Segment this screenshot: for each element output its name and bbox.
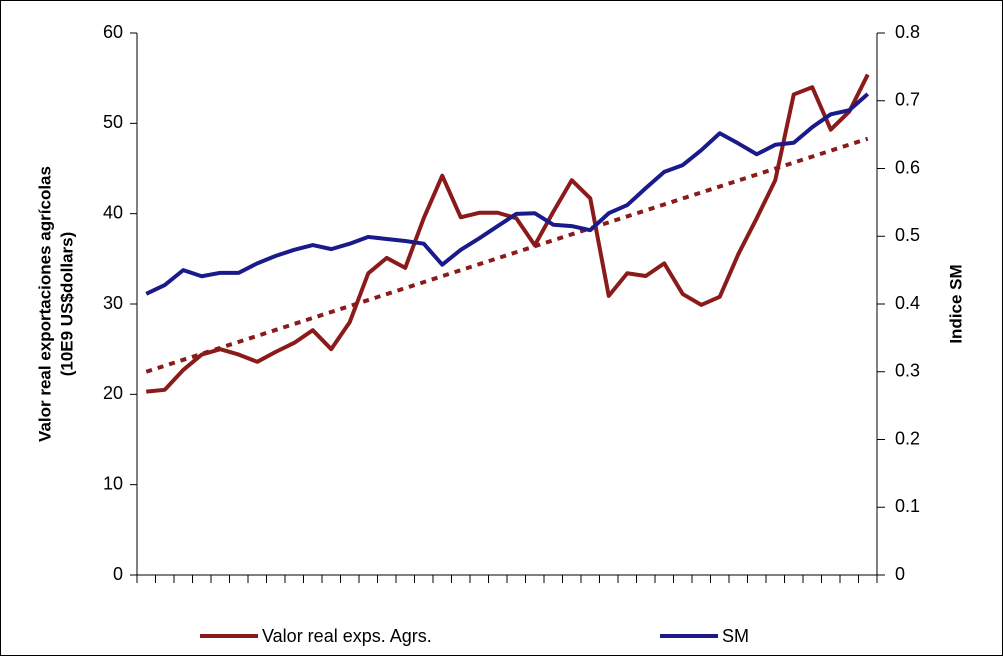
legend-label: SM <box>722 626 749 646</box>
y-tick-label: 40 <box>103 202 123 222</box>
y-tick-label: 30 <box>103 293 123 313</box>
y-axis-label: Valor real exportaciones agrícolas <box>35 166 54 442</box>
y2-tick-label: 0.1 <box>895 496 920 516</box>
y-tick-label: 20 <box>103 383 123 403</box>
series-line <box>146 73 870 394</box>
y2-tick-label: 0.8 <box>895 22 920 42</box>
y2-tick-label: 0 <box>895 564 905 584</box>
y2-tick-label: 0.3 <box>895 361 920 381</box>
y2-tick-label: 0.5 <box>895 225 920 245</box>
y-tick-label: 10 <box>103 473 123 493</box>
y-axis-label: (10E9 US$dollars) <box>57 232 76 377</box>
y-tick-label: 0 <box>113 564 123 584</box>
y-tick-label: 50 <box>103 112 123 132</box>
y2-tick-label: 0.7 <box>895 90 920 110</box>
legend-label: Valor real exps. Agrs. <box>262 626 432 646</box>
y2-tick-label: 0.6 <box>895 157 920 177</box>
y2-tick-label: 0.2 <box>895 428 920 448</box>
series-line <box>145 92 870 296</box>
y2-axis-label: Indice SM <box>946 264 965 343</box>
y-tick-label: 60 <box>103 22 123 42</box>
y2-tick-label: 0.4 <box>895 293 920 313</box>
